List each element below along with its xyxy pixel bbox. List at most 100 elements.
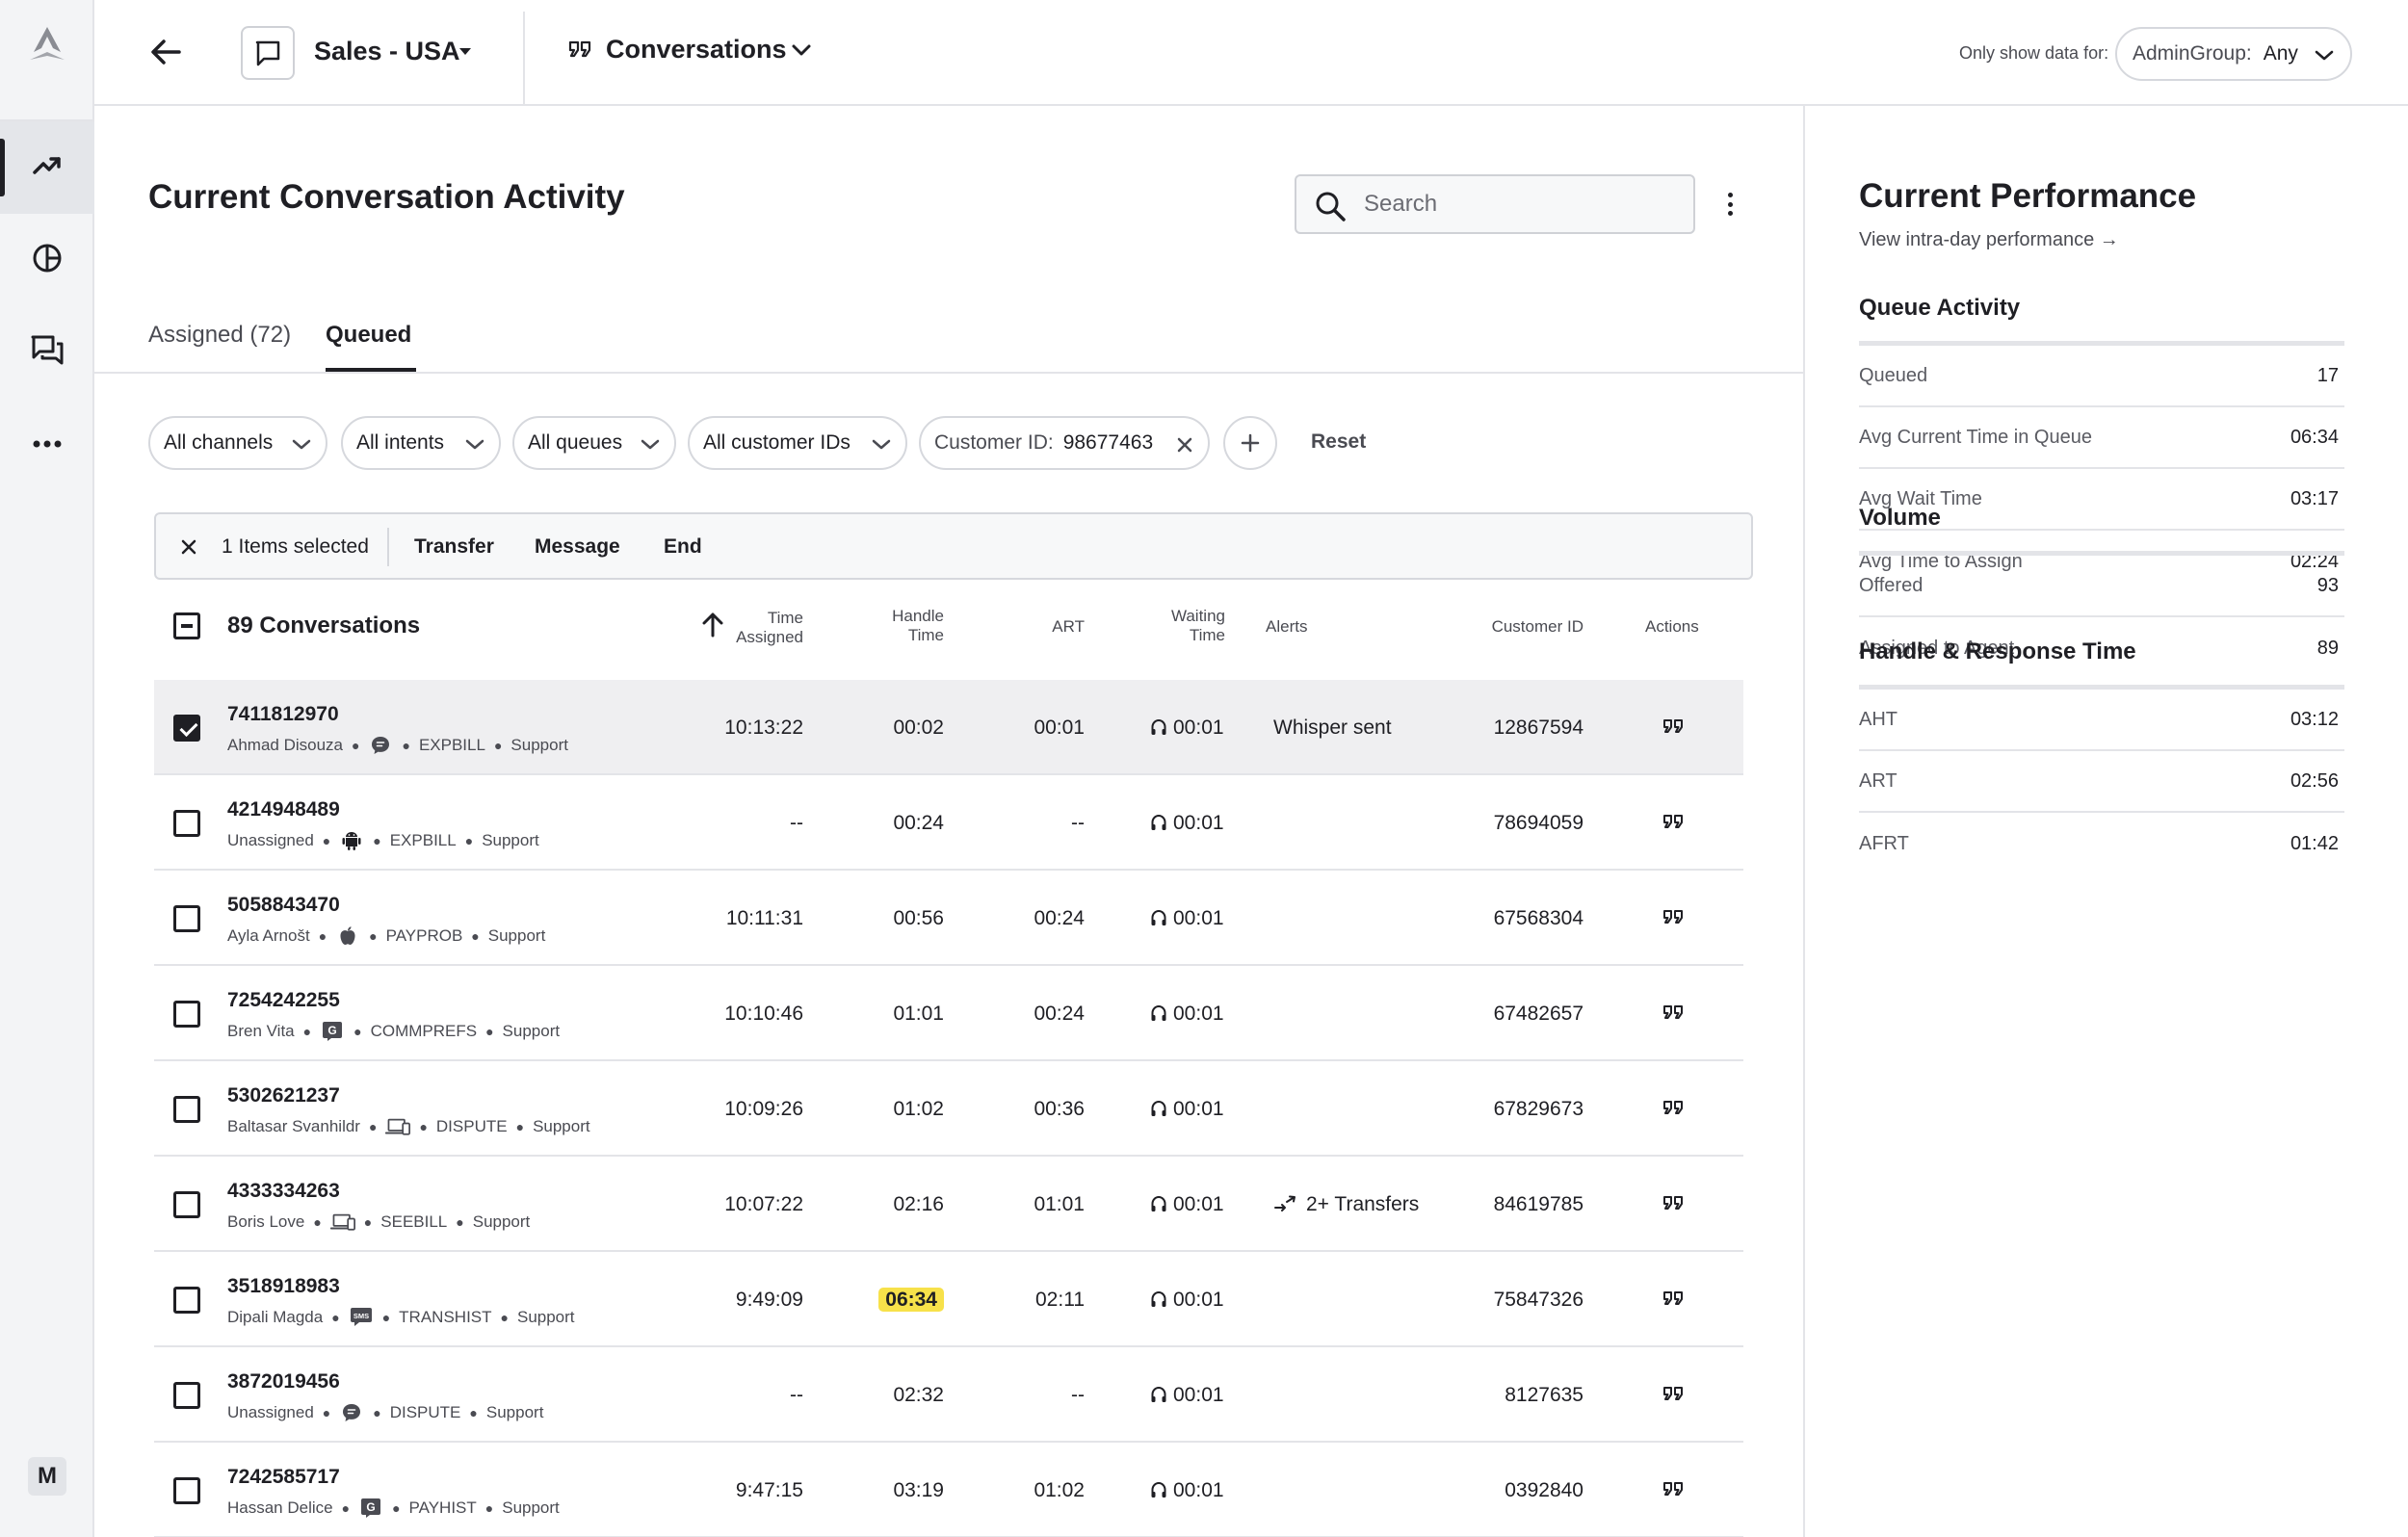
time-assigned: 10:11:31	[725, 907, 803, 929]
apple-channel-icon	[335, 925, 360, 948]
select-all-checkbox[interactable]	[173, 612, 200, 639]
header-handle-time[interactable]: Handle Time	[848, 607, 944, 645]
quote-action-icon[interactable]	[1662, 1386, 1684, 1406]
workspace-selector[interactable]: Sales - USA	[314, 37, 460, 65]
tab-assigned[interactable]: Assigned (72)	[148, 322, 292, 348]
agent-name: Boris Love	[227, 1212, 305, 1231]
section-title: Volume	[1859, 505, 1941, 531]
conversation-id[interactable]: 4333334263	[227, 1180, 340, 1202]
row-checkbox[interactable]	[173, 1382, 200, 1409]
quote-action-icon[interactable]	[1662, 718, 1684, 739]
filter-customer-ids[interactable]: All customer IDs	[688, 416, 907, 470]
transfer-button[interactable]: Transfer	[414, 535, 494, 558]
row-checkbox[interactable]	[173, 1477, 200, 1504]
waiting-time-value: 00:01	[1173, 1289, 1224, 1311]
quote-action-icon[interactable]	[1662, 1481, 1684, 1501]
svg-text:G: G	[366, 1500, 375, 1514]
row-checkbox[interactable]	[173, 715, 200, 742]
more-vertical-icon[interactable]	[1720, 189, 1740, 220]
rail-item-more[interactable]	[0, 399, 94, 491]
quote-action-icon[interactable]	[1662, 814, 1684, 834]
row-checkbox[interactable]	[173, 1001, 200, 1028]
handle-time-value: 01:02	[893, 1098, 944, 1120]
waiting-time-value: 00:01	[1173, 716, 1224, 739]
time-assigned: 9:47:15	[735, 1479, 803, 1501]
tab-queued[interactable]: Queued	[326, 322, 412, 348]
table-row[interactable]: 7411812970 Ahmad Disouza ● ● EXPBILL ● Support…	[154, 680, 1743, 775]
headset-icon	[1151, 1004, 1166, 1021]
filter-queues-label: All queues	[528, 431, 623, 454]
user-avatar[interactable]: M	[28, 1457, 66, 1496]
clear-selection-icon[interactable]	[177, 535, 200, 563]
rail-item-analytics[interactable]	[0, 214, 94, 306]
conversation-id[interactable]: 7254242255	[227, 989, 340, 1011]
quote-action-icon[interactable]	[1662, 1100, 1684, 1120]
conversation-id[interactable]: 7411812970	[227, 703, 339, 725]
quote-action-icon[interactable]	[1662, 909, 1684, 929]
conversation-id[interactable]: 4214948489	[227, 798, 340, 821]
message-button[interactable]: Message	[535, 535, 620, 558]
workspace-icon[interactable]	[241, 26, 295, 80]
filter-customer-id-active[interactable]: Customer ID: 98677463	[919, 416, 1210, 470]
rail-item-performance[interactable]	[0, 121, 94, 214]
filter-intents[interactable]: All intents	[341, 416, 501, 470]
add-filter-button[interactable]	[1223, 416, 1277, 470]
separator-dot: ●	[469, 1405, 478, 1420]
customer-id: 75847326	[1493, 1289, 1584, 1311]
app-logo-icon[interactable]	[24, 23, 70, 69]
table-row[interactable]: 7242585717 Hassan Delice ● G ● PAYHIST ● Suppor…	[154, 1443, 1743, 1537]
table-row[interactable]: 4333334263 Boris Love ● ● SEEBILL ● Support 10:…	[154, 1157, 1743, 1252]
header-time-assigned-line1: Time	[767, 609, 803, 627]
header-customer-id[interactable]: Customer ID	[1491, 617, 1584, 636]
sort-ascending-icon[interactable]	[700, 611, 725, 642]
art-value: 01:01	[1034, 1193, 1085, 1215]
quote-action-icon[interactable]	[1662, 1290, 1684, 1311]
alert: Whisper sent	[1273, 716, 1392, 740]
search-input[interactable]: Search	[1295, 174, 1695, 234]
handle-time-value: 01:01	[893, 1003, 944, 1025]
row-checkbox[interactable]	[173, 1096, 200, 1123]
filter-queues[interactable]: All queues	[512, 416, 676, 470]
conversation-id[interactable]: 3872019456	[227, 1370, 340, 1393]
table-row[interactable]: 4214948489 Unassigned ● ● EXPBILL ● Support -- 0…	[154, 775, 1743, 871]
quote-action-icon[interactable]	[1662, 1195, 1684, 1215]
intraday-performance-link[interactable]: View intra-day performance →	[1859, 229, 2119, 250]
filter-channels[interactable]: All channels	[148, 416, 327, 470]
row-checkbox[interactable]	[173, 905, 200, 932]
row-checkbox[interactable]	[173, 1191, 200, 1218]
quote-action-icon[interactable]	[1662, 1004, 1684, 1025]
section-rule	[1859, 341, 2344, 346]
waiting-time-value: 00:01	[1173, 1098, 1224, 1120]
chevron-down-icon[interactable]	[790, 39, 813, 66]
table-row[interactable]: 5302621237 Baltasar Svanhildr ● ● DISPUTE ● Su…	[154, 1061, 1743, 1157]
handle-time: 02:32	[828, 1384, 944, 1407]
filter-intents-label: All intents	[356, 431, 445, 454]
end-button[interactable]: End	[664, 535, 702, 558]
caret-down-icon[interactable]	[459, 48, 471, 55]
table-row[interactable]: 3518918983 Dipali Magda ● SMS ● TRANSHIST ● Sup…	[154, 1252, 1743, 1347]
table-row[interactable]: 3872019456 Unassigned ● ● DISPUTE ● Support -- 0…	[154, 1347, 1743, 1443]
reset-filters-button[interactable]: Reset	[1311, 430, 1367, 453]
header-art[interactable]: ART	[1052, 617, 1085, 636]
table-row[interactable]: 5058843470 Ayla Arnošt ● ● PAYPROB ● Support 10…	[154, 871, 1743, 966]
row-checkbox[interactable]	[173, 1287, 200, 1314]
close-icon[interactable]	[1175, 435, 1194, 455]
conversation-id[interactable]: 5302621237	[227, 1084, 340, 1107]
view-selector[interactable]: Conversations	[606, 35, 787, 64]
conversation-id[interactable]: 5058843470	[227, 894, 340, 916]
agent-name: Bren Vita	[227, 1022, 295, 1040]
admin-group-select[interactable]: AdminGroup: Any	[2115, 27, 2352, 81]
conversation-id[interactable]: 3518918983	[227, 1275, 340, 1297]
time-assigned: 10:13:22	[724, 716, 803, 739]
handle-time-value: 06:34	[878, 1288, 944, 1312]
header-alerts[interactable]: Alerts	[1266, 617, 1308, 636]
waiting-time: 00:01	[1150, 1289, 1224, 1312]
row-checkbox[interactable]	[173, 810, 200, 837]
rail-item-conversations[interactable]	[0, 306, 94, 399]
header-waiting-time[interactable]: Waiting Time	[1127, 607, 1225, 645]
table-row[interactable]: 7254242255 Bren Vita ● G ● COMMPREFS ● Support 1…	[154, 966, 1743, 1061]
conversation-id[interactable]: 7242585717	[227, 1466, 340, 1488]
header-time-assigned[interactable]: Time Assigned	[703, 609, 803, 647]
selection-count: 1 Items selected	[222, 535, 369, 558]
back-button[interactable]	[146, 35, 185, 73]
